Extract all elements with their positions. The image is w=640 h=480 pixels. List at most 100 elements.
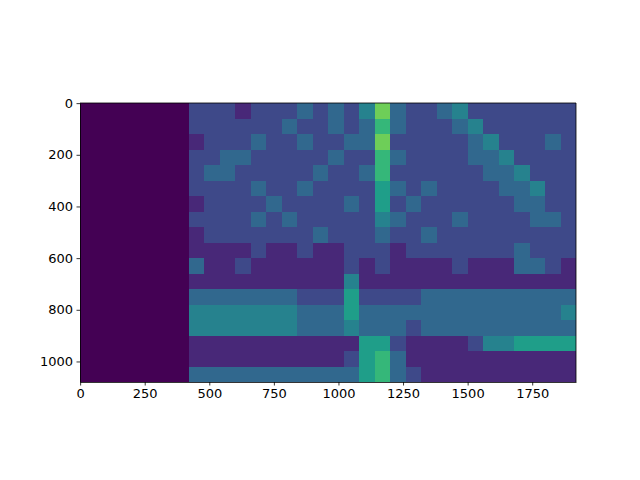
cell — [282, 181, 298, 197]
cell — [468, 289, 484, 305]
cell — [158, 274, 174, 290]
cell — [220, 320, 236, 336]
cell — [127, 336, 143, 352]
cell — [266, 119, 282, 135]
cell — [282, 367, 298, 383]
cell — [235, 181, 251, 197]
cell — [204, 243, 220, 259]
cell — [499, 289, 515, 305]
cell — [251, 305, 267, 321]
cell — [530, 336, 546, 352]
cell — [96, 134, 112, 150]
cell — [96, 305, 112, 321]
cell — [80, 150, 96, 166]
cell — [80, 165, 96, 181]
cell — [189, 320, 205, 336]
cell — [406, 351, 422, 367]
cell — [375, 336, 391, 352]
cell — [251, 351, 267, 367]
cell — [499, 165, 515, 181]
cell — [530, 289, 546, 305]
cell — [313, 119, 329, 135]
cell — [514, 351, 530, 367]
cell — [80, 274, 96, 290]
tick-label: 200 — [48, 147, 73, 162]
cell — [80, 289, 96, 305]
cell — [437, 134, 453, 150]
cell — [282, 274, 298, 290]
cell — [437, 196, 453, 212]
cell — [514, 336, 530, 352]
cell — [545, 351, 561, 367]
cell — [437, 289, 453, 305]
cell — [158, 119, 174, 135]
frame-top — [80, 103, 576, 104]
tick-label: 0 — [65, 96, 73, 111]
cell — [390, 212, 406, 228]
cell — [220, 119, 236, 135]
cell — [406, 150, 422, 166]
cell — [421, 165, 437, 181]
cell — [282, 119, 298, 135]
cell — [514, 289, 530, 305]
cell — [282, 134, 298, 150]
cell — [220, 212, 236, 228]
cell — [499, 320, 515, 336]
cell — [96, 227, 112, 243]
cell — [545, 150, 561, 166]
cell — [158, 336, 174, 352]
cell — [561, 258, 577, 274]
cell — [375, 103, 391, 119]
tick-label: 400 — [48, 199, 73, 214]
cell — [127, 119, 143, 135]
cell — [499, 336, 515, 352]
cell — [142, 367, 158, 383]
cell — [359, 196, 375, 212]
cell — [328, 212, 344, 228]
cell — [359, 289, 375, 305]
cell — [158, 134, 174, 150]
cell — [127, 181, 143, 197]
cell — [468, 196, 484, 212]
cell — [406, 196, 422, 212]
cell — [328, 274, 344, 290]
cell — [266, 150, 282, 166]
cell — [189, 258, 205, 274]
cell — [390, 181, 406, 197]
cell — [220, 274, 236, 290]
cell — [235, 336, 251, 352]
cell — [127, 320, 143, 336]
tick: 600 — [48, 251, 80, 266]
cell — [313, 243, 329, 259]
cell — [173, 150, 189, 166]
cell — [359, 150, 375, 166]
cell — [204, 196, 220, 212]
cell — [514, 274, 530, 290]
cell — [96, 119, 112, 135]
cell — [235, 243, 251, 259]
cell — [251, 196, 267, 212]
cell — [344, 305, 360, 321]
cell — [297, 227, 313, 243]
cell — [111, 243, 127, 259]
cell — [297, 134, 313, 150]
cell — [96, 320, 112, 336]
cell — [375, 150, 391, 166]
cell — [111, 103, 127, 119]
cell — [80, 181, 96, 197]
cell — [390, 150, 406, 166]
cell — [483, 320, 499, 336]
cell — [173, 305, 189, 321]
cell — [142, 103, 158, 119]
tick: 1750 — [516, 382, 549, 401]
cell — [390, 119, 406, 135]
cell — [235, 351, 251, 367]
cell — [127, 258, 143, 274]
cell — [483, 258, 499, 274]
cell — [375, 134, 391, 150]
tick-mark — [77, 310, 81, 311]
cell — [282, 289, 298, 305]
cell — [561, 119, 577, 135]
frame-right — [576, 103, 577, 382]
cell — [328, 320, 344, 336]
